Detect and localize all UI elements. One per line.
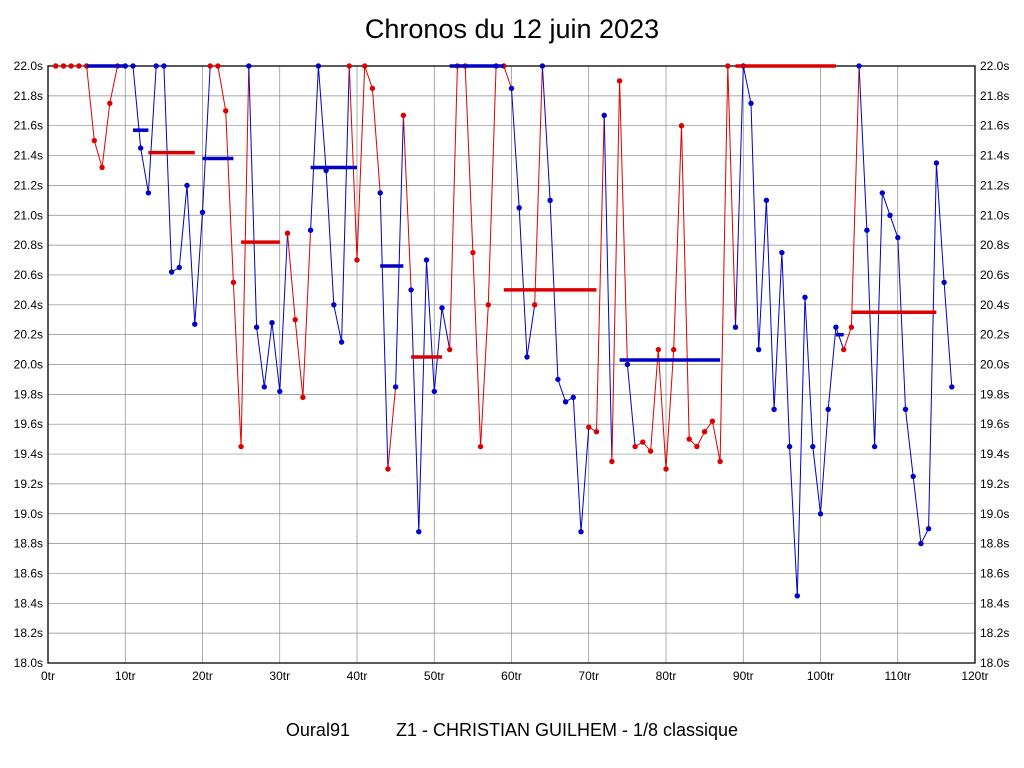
- svg-text:20.2s: 20.2s: [14, 328, 43, 342]
- svg-text:19.4s: 19.4s: [14, 447, 43, 461]
- svg-text:70tr: 70tr: [578, 669, 599, 683]
- svg-text:90tr: 90tr: [733, 669, 754, 683]
- svg-text:19.2s: 19.2s: [14, 477, 43, 491]
- svg-text:21.0s: 21.0s: [980, 208, 1009, 222]
- svg-text:19.6s: 19.6s: [14, 417, 43, 431]
- svg-text:19.8s: 19.8s: [14, 387, 43, 401]
- svg-text:20.6s: 20.6s: [980, 268, 1009, 282]
- chart-footer: Oural91 Z1 - CHRISTIAN GUILHEM - 1/8 cla…: [0, 720, 1024, 741]
- svg-text:21.6s: 21.6s: [14, 119, 43, 133]
- svg-text:21.2s: 21.2s: [980, 178, 1009, 192]
- svg-text:18.4s: 18.4s: [980, 596, 1009, 610]
- svg-text:19.2s: 19.2s: [980, 477, 1009, 491]
- svg-text:21.4s: 21.4s: [980, 149, 1009, 163]
- svg-text:18.8s: 18.8s: [980, 537, 1009, 551]
- svg-text:21.2s: 21.2s: [14, 178, 43, 192]
- svg-text:100tr: 100tr: [807, 669, 834, 683]
- svg-text:18.6s: 18.6s: [14, 566, 43, 580]
- svg-text:18.0s: 18.0s: [980, 656, 1009, 670]
- svg-text:18.8s: 18.8s: [14, 537, 43, 551]
- svg-text:50tr: 50tr: [424, 669, 445, 683]
- svg-text:20.2s: 20.2s: [980, 328, 1009, 342]
- svg-text:10tr: 10tr: [115, 669, 136, 683]
- svg-text:60tr: 60tr: [501, 669, 522, 683]
- svg-text:19.8s: 19.8s: [980, 387, 1009, 401]
- svg-text:22.0s: 22.0s: [980, 59, 1009, 73]
- svg-text:18.2s: 18.2s: [980, 626, 1009, 640]
- svg-text:120tr: 120tr: [961, 669, 988, 683]
- chart-title: Chronos du 12 juin 2023: [364, 14, 660, 44]
- svg-text:21.6s: 21.6s: [980, 119, 1009, 133]
- svg-text:19.0s: 19.0s: [980, 507, 1009, 521]
- svg-text:30tr: 30tr: [269, 669, 290, 683]
- svg-text:21.8s: 21.8s: [980, 89, 1009, 103]
- svg-text:20.6s: 20.6s: [14, 268, 43, 282]
- svg-text:18.2s: 18.2s: [14, 626, 43, 640]
- svg-text:18.4s: 18.4s: [14, 596, 43, 610]
- svg-text:18.0s: 18.0s: [14, 656, 43, 670]
- svg-text:20.4s: 20.4s: [14, 298, 43, 312]
- svg-text:110tr: 110tr: [885, 669, 911, 683]
- svg-text:20tr: 20tr: [192, 669, 213, 683]
- svg-text:20.0s: 20.0s: [14, 358, 43, 372]
- footer-session-info: Z1 - CHRISTIAN GUILHEM - 1/8 classique: [395, 720, 739, 740]
- svg-text:18.6s: 18.6s: [980, 566, 1009, 580]
- svg-text:40tr: 40tr: [347, 669, 368, 683]
- svg-text:20.0s: 20.0s: [980, 358, 1009, 372]
- svg-text:21.4s: 21.4s: [14, 149, 43, 163]
- footer-club: Oural91: [285, 720, 350, 740]
- svg-text:0tr: 0tr: [41, 669, 55, 683]
- svg-text:22.0s: 22.0s: [14, 59, 43, 73]
- svg-text:21.0s: 21.0s: [14, 208, 43, 222]
- svg-text:20.8s: 20.8s: [14, 238, 43, 252]
- svg-text:20.4s: 20.4s: [980, 298, 1009, 312]
- svg-text:19.0s: 19.0s: [14, 507, 43, 521]
- svg-text:19.4s: 19.4s: [980, 447, 1009, 461]
- svg-text:19.6s: 19.6s: [980, 417, 1009, 431]
- svg-text:21.8s: 21.8s: [14, 89, 43, 103]
- svg-text:20.8s: 20.8s: [980, 238, 1009, 252]
- svg-text:80tr: 80tr: [656, 669, 677, 683]
